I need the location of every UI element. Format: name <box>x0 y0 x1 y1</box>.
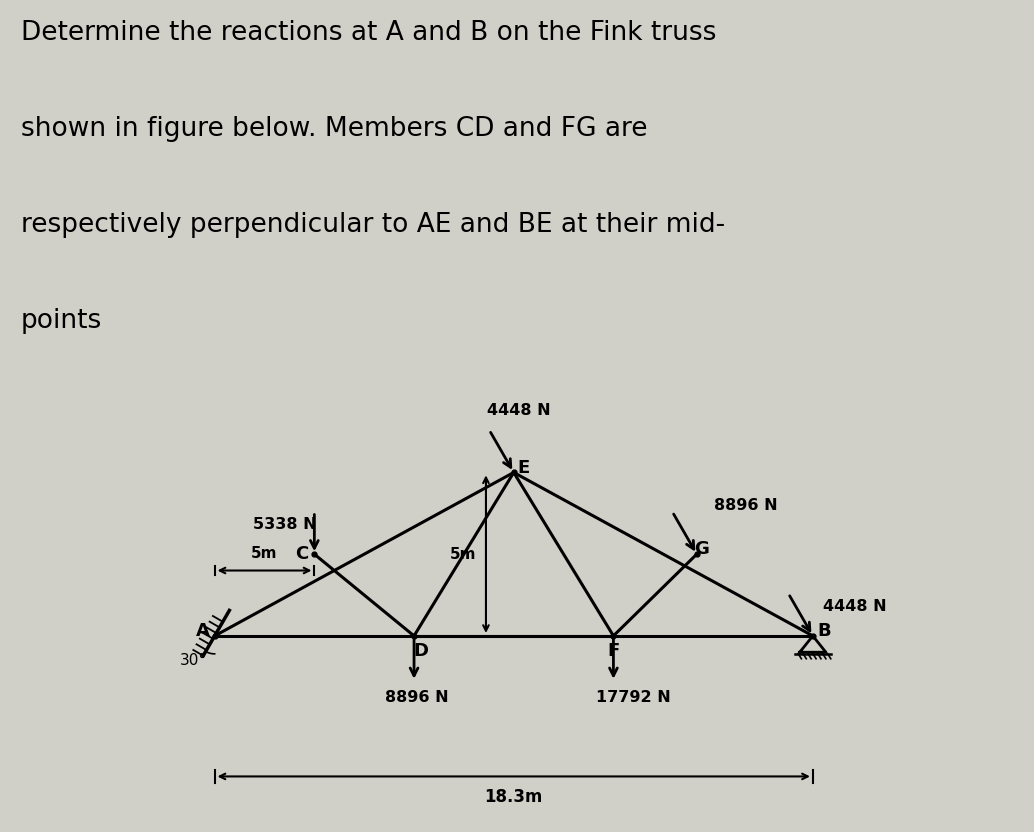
Text: 17792 N: 17792 N <box>596 691 670 706</box>
Text: points: points <box>21 308 102 334</box>
Text: D: D <box>413 641 428 660</box>
Text: 8896 N: 8896 N <box>714 498 778 513</box>
Text: F: F <box>607 641 619 660</box>
Text: A: A <box>196 622 210 640</box>
Text: E: E <box>517 458 529 477</box>
Text: shown in figure below. Members CD and FG are: shown in figure below. Members CD and FG… <box>21 116 647 141</box>
Text: 5m: 5m <box>450 547 476 562</box>
Text: Determine the reactions at A and B on the Fink truss: Determine the reactions at A and B on th… <box>21 20 717 46</box>
Text: 5m: 5m <box>251 546 278 561</box>
Text: 5338 N: 5338 N <box>253 518 316 532</box>
Text: 4448 N: 4448 N <box>487 403 550 418</box>
Text: 8896 N: 8896 N <box>386 691 449 706</box>
Text: respectively perpendicular to AE and BE at their mid-: respectively perpendicular to AE and BE … <box>21 211 725 238</box>
Text: 18.3m: 18.3m <box>485 788 543 806</box>
Text: 4448 N: 4448 N <box>823 599 887 614</box>
Text: 30°: 30° <box>180 653 207 668</box>
Text: G: G <box>694 540 709 558</box>
Text: C: C <box>295 545 308 563</box>
Text: B: B <box>818 622 831 640</box>
